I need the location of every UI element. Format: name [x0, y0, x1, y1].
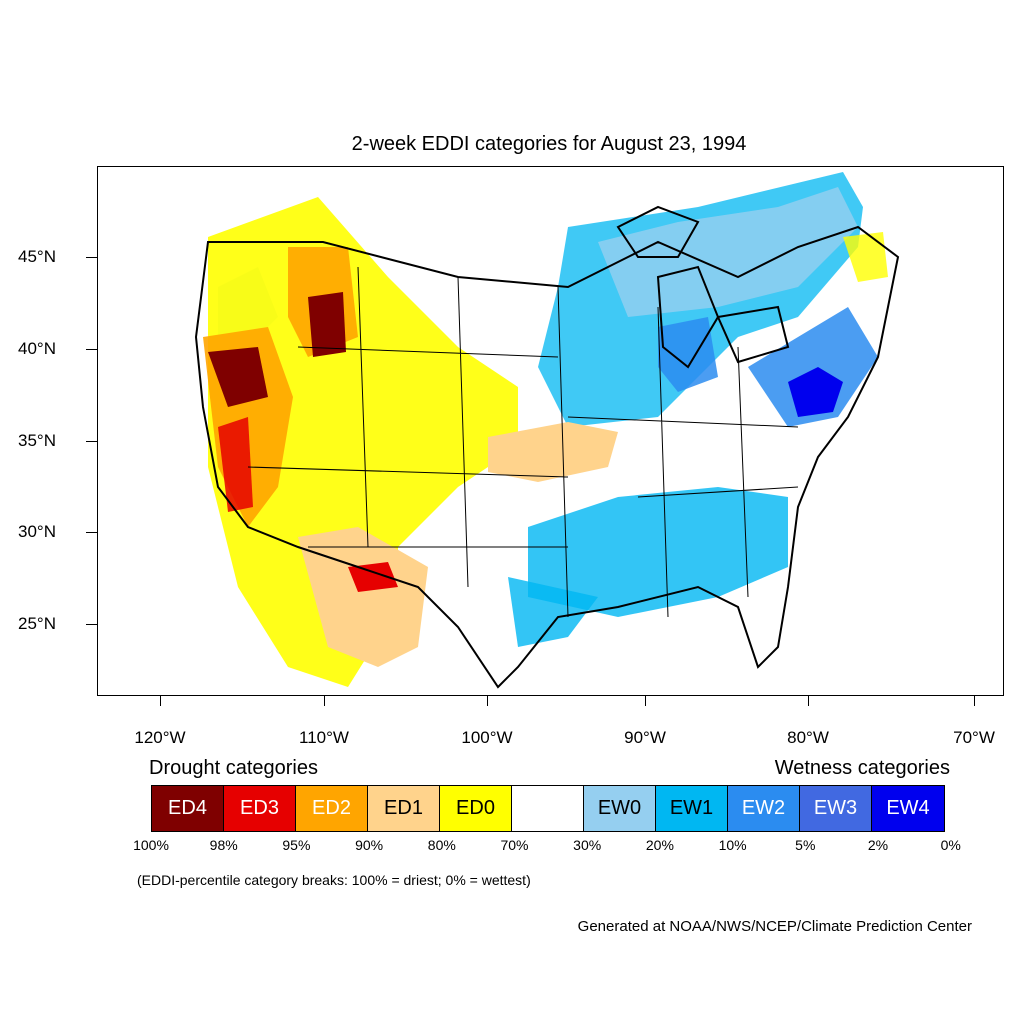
lon-label-120w: 120°W — [134, 728, 186, 747]
legend-box-ew2: EW2 — [728, 786, 800, 831]
lon-tick — [808, 696, 809, 706]
legend-box-ed3: ED3 — [224, 786, 296, 831]
state-lines — [247, 266, 799, 618]
legend-break-label: 100% — [133, 837, 169, 853]
idaho-ed4-region — [308, 292, 346, 357]
eddi-map — [97, 166, 1004, 696]
lat-tick — [86, 624, 97, 625]
legend-box-ew3: EW3 — [800, 786, 872, 831]
legend-break-label: 80% — [427, 837, 456, 853]
category-note: (EDDI-percentile category breaks: 100% =… — [137, 872, 531, 888]
maine-ed0-region — [843, 232, 888, 282]
northeast-wet-region — [748, 307, 878, 427]
legend-box-ed4: ED4 — [152, 786, 224, 831]
legend-box-ed2: ED2 — [296, 786, 368, 831]
lon-label-90w: 90°W — [624, 728, 666, 747]
lon-tick — [487, 696, 488, 706]
lat-label-40: 40°N — [18, 339, 56, 358]
legend-break-label: 0% — [940, 837, 961, 853]
lon-tick — [645, 696, 646, 706]
boundaries — [194, 205, 900, 689]
legend-break-label: 2% — [867, 837, 889, 853]
lon-label-70w: 70°W — [953, 728, 995, 747]
lat-label-30: 30°N — [18, 522, 56, 541]
wetness-heading: Wetness categories — [774, 757, 950, 779]
lat-label-35: 35°N — [18, 431, 56, 450]
legend-box-ed0: ED0 — [440, 786, 512, 831]
southeast-wet-region — [528, 487, 788, 617]
us-border-outline — [194, 225, 900, 689]
lon-tick — [160, 696, 161, 706]
drought-regions — [203, 197, 618, 687]
legend-box-ew1: EW1 — [656, 786, 728, 831]
lat-tick — [86, 349, 97, 350]
lat-tick — [86, 532, 97, 533]
legend-break-label: 20% — [645, 837, 674, 853]
legend-break-label: 10% — [718, 837, 747, 853]
lon-label-80w: 80°W — [787, 728, 829, 747]
lat-label-25: 25°N — [18, 614, 56, 633]
legend-box-ed1: ED1 — [368, 786, 440, 831]
midatlantic-ew4-region — [788, 367, 843, 417]
great-lakes-outline — [616, 205, 790, 369]
lat-label-45: 45°N — [18, 247, 56, 266]
credit-text: Generated at NOAA/NWS/NCEP/Climate Predi… — [577, 918, 972, 935]
texas-ed3-region — [348, 562, 398, 592]
nevada-ed4-region — [208, 347, 268, 407]
lat-tick — [86, 441, 97, 442]
legend-box-ew0: EW0 — [584, 786, 656, 831]
eddi-map-canvas — [194, 172, 900, 689]
legend-box-ew4: EW4 — [872, 786, 944, 831]
legend-break-label: 90% — [355, 837, 384, 853]
lon-tick — [974, 696, 975, 706]
legend-break-label: 98% — [209, 837, 238, 853]
north-wet-region-light — [598, 187, 858, 317]
legend-break-label: 30% — [573, 837, 602, 853]
legend-break-label: 95% — [282, 837, 311, 853]
gulf-wet-region — [508, 577, 598, 647]
michigan-ew2-region — [658, 317, 718, 392]
lon-tick — [324, 696, 325, 706]
west-ed0-region — [208, 197, 518, 687]
map-title: 2-week EDDI categories for August 23, 19… — [351, 133, 747, 155]
legend-bar: ED4 ED3 ED2 ED1 ED0 EW0 EW1 EW2 EW3 EW4 — [151, 785, 945, 832]
lon-label-110w: 110°W — [299, 728, 349, 747]
legend-break-label: 5% — [795, 837, 816, 853]
lon-label-100w: 100°W — [461, 728, 513, 747]
southwest-ed1-region — [298, 527, 428, 667]
lat-tick — [86, 257, 97, 258]
kansas-ed1-region — [488, 422, 618, 482]
legend-box-neutral — [512, 786, 584, 831]
legend-break-label: 70% — [500, 837, 529, 853]
drought-heading: Drought categories — [149, 757, 318, 779]
coast-ed3-region — [218, 417, 253, 512]
